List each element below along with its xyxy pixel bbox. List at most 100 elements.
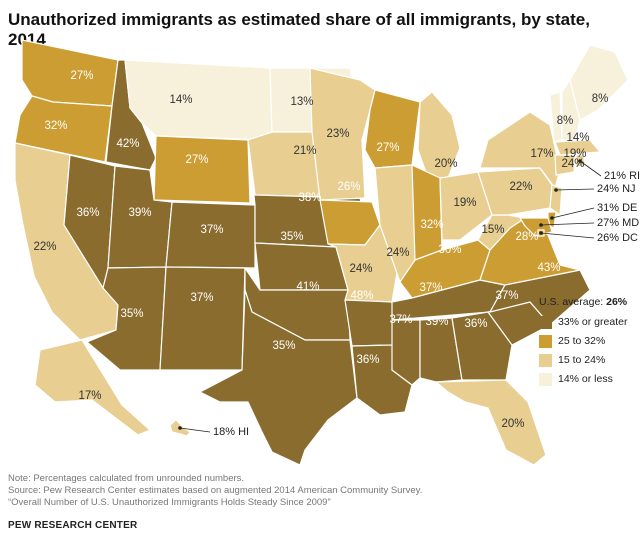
state-fl — [435, 379, 547, 465]
callout-line-md — [540, 222, 595, 226]
state-label-ak: 17% — [78, 390, 101, 402]
callout-label-ri: 21% RI — [604, 170, 640, 182]
state-label-ar: 48% — [350, 290, 373, 302]
legend-item-label: 15 to 24% — [558, 354, 606, 366]
callout-label-hi: 18% HI — [213, 426, 249, 438]
state-label-co: 37% — [200, 224, 223, 236]
callout-dot-nj — [554, 188, 558, 192]
state-mn — [309, 67, 376, 201]
legend-item-label: 25 to 32% — [558, 335, 606, 347]
state-label-wa: 27% — [70, 70, 93, 82]
callout-dot-hi — [178, 426, 182, 430]
state-label-ma: 19% — [563, 148, 586, 160]
state-or — [14, 95, 113, 163]
state-labels-layer: 27% 32% 22% 36% 42% 14% 27% 39% 35% 37% 37% 13% 21% 3… — [33, 70, 608, 430]
state-label-ga: 36% — [464, 318, 487, 330]
state-ak — [34, 339, 151, 436]
state-label-nd: 13% — [290, 96, 313, 108]
state-label-ks: 35% — [280, 231, 303, 243]
state-label-nm: 37% — [190, 292, 213, 304]
state-label-ok: 41% — [296, 281, 319, 293]
callout-line-hi — [179, 427, 211, 433]
state-label-pa: 22% — [509, 181, 532, 193]
state-label-nc: 43% — [537, 262, 560, 274]
state-label-ky: 30% — [438, 244, 461, 256]
callout-line-de — [551, 207, 595, 219]
states-layer — [14, 40, 629, 465]
state-label-ca: 22% — [33, 241, 56, 253]
state-label-wv: 15% — [481, 224, 504, 236]
callout-label-md: 27% MD — [597, 217, 639, 229]
state-ms — [391, 319, 421, 386]
state-label-ia: 26% — [337, 181, 360, 193]
us-choropleth-map: 27% 32% 22% 36% 42% 14% 27% 39% 35% 37% 37% 13% 21% 3… — [14, 40, 640, 465]
state-label-or: 32% — [44, 120, 67, 132]
state-label-il: 24% — [386, 247, 409, 259]
source-organization: PEW RESEARCH CENTER — [8, 520, 138, 531]
state-oh — [439, 171, 493, 241]
state-me — [569, 44, 629, 121]
state-ny — [479, 111, 561, 189]
state-label-oh: 19% — [453, 197, 476, 209]
callout-dot-md — [539, 223, 543, 227]
state-label-tn: 37% — [419, 282, 442, 294]
state-label-ne: 38% — [298, 192, 321, 204]
legend-item-label: 33% or greater — [558, 316, 628, 328]
footer-source: Source: Pew Research Center estimates ba… — [8, 485, 423, 496]
state-mi — [417, 91, 461, 179]
state-label-wy: 27% — [185, 154, 208, 166]
state-label-wi: 27% — [376, 142, 399, 154]
callout-line-nj — [555, 188, 595, 191]
state-mt — [124, 59, 273, 141]
footer: Note: Percentages calculated from unroun… — [8, 473, 628, 509]
state-label-va: 28% — [515, 231, 538, 243]
legend: U.S. average: 26% 33% or greater 25 to 3… — [539, 296, 639, 390]
footer-report: “Overall Number of U.S. Unauthorized Imm… — [8, 497, 331, 508]
state-ma — [554, 139, 601, 156]
callout-dot-de — [550, 216, 554, 220]
legend-item-14-or-less: 14% or less — [539, 371, 639, 387]
state-ga — [451, 311, 513, 381]
legend-item-15-to-24: 15 to 24% — [539, 352, 639, 368]
callout-dot-ri — [578, 159, 582, 163]
state-label-me: 8% — [592, 93, 609, 105]
state-label-id: 42% — [116, 138, 139, 150]
callout-label-nj: 24% NJ — [597, 183, 636, 195]
callout-line-dc — [540, 232, 595, 239]
callout-label-de: 31% DE — [597, 202, 637, 214]
legend-swatch — [539, 372, 552, 386]
state-label-al: 39% — [425, 316, 448, 328]
state-label-ut: 39% — [128, 207, 151, 219]
legend-item-33-or-greater: 33% or greater — [539, 314, 639, 330]
legend-item-25-to-32: 25 to 32% — [539, 333, 639, 349]
footer-note: Note: Percentages calculated from unroun… — [8, 473, 245, 484]
state-label-sc: 37% — [495, 290, 518, 302]
state-label-vt: 8% — [557, 115, 574, 127]
legend-swatch — [539, 315, 552, 329]
state-label-tx: 35% — [272, 340, 295, 352]
legend-average-value: 26% — [606, 296, 628, 308]
state-co — [165, 201, 256, 269]
callout-dot-dc — [539, 231, 543, 235]
state-al — [419, 317, 463, 383]
state-label-in: 32% — [420, 219, 443, 231]
state-label-mo: 24% — [349, 263, 372, 275]
legend-average-label: U.S. average: — [539, 296, 604, 308]
callout-label-dc: 26% DC — [597, 232, 638, 244]
state-label-nh: 14% — [566, 132, 589, 144]
state-label-sd: 21% — [293, 145, 316, 157]
state-label-mi: 20% — [434, 158, 457, 170]
legend-swatch — [539, 334, 552, 348]
state-label-ny: 17% — [530, 148, 553, 160]
state-label-fl: 20% — [501, 418, 524, 430]
state-label-nv: 36% — [76, 207, 99, 219]
state-nh — [561, 79, 581, 141]
state-label-la: 36% — [356, 354, 379, 366]
legend-average: U.S. average: 26% — [539, 296, 639, 308]
state-nm — [159, 266, 246, 371]
state-label-mn: 23% — [326, 128, 349, 140]
state-wi — [364, 89, 421, 169]
state-nj — [549, 184, 563, 216]
state-ct — [554, 154, 576, 176]
